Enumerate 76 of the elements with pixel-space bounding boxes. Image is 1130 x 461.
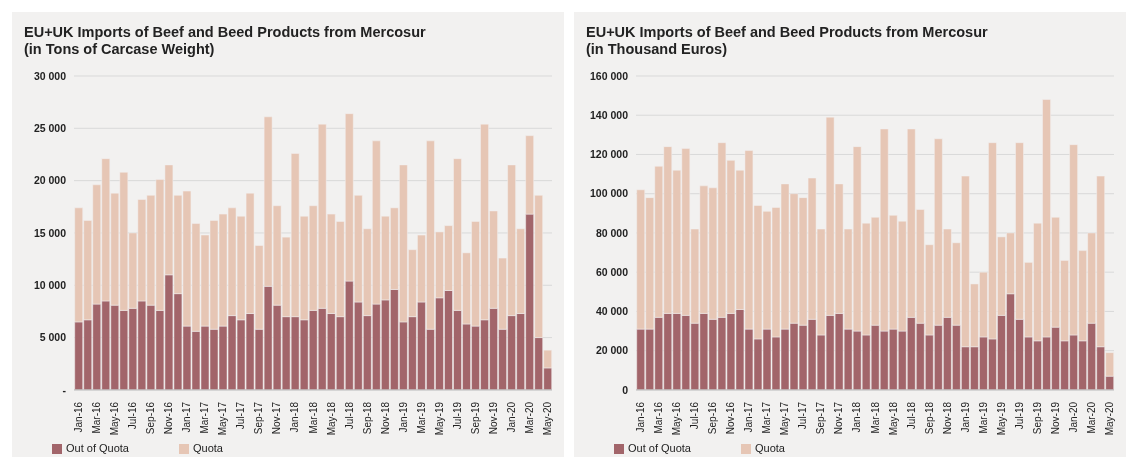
y-tick-label: 30 000 xyxy=(33,69,67,82)
x-tick-label: Nov-17 xyxy=(271,401,283,435)
x-tick-label: Mar-20 xyxy=(523,401,535,434)
x-tick-label: May-17 xyxy=(779,401,791,436)
x-tick-label: Sep-18 xyxy=(923,401,935,435)
x-tick-label: Jul-17 xyxy=(797,401,809,430)
y-tick-label: 100 000 xyxy=(590,187,629,200)
x-tick-label: Mar-20 xyxy=(1085,401,1097,434)
x-tick-label: Jul-18 xyxy=(905,401,917,430)
x-tick-label: Mar-18 xyxy=(307,401,319,434)
x-tick-label: Jan-19 xyxy=(397,401,409,433)
x-tick-label: Jul-18 xyxy=(343,401,355,430)
x-tick-label: Mar-16 xyxy=(653,401,665,434)
x-tick-label: Jan-20 xyxy=(505,401,517,433)
x-tick-label: May-18 xyxy=(325,401,337,436)
x-tick-label: Jan-18 xyxy=(289,401,301,433)
x-tick-label: Nov-17 xyxy=(833,401,845,435)
x-tick-label: Mar-19 xyxy=(977,401,989,434)
x-tick-label: Jul-19 xyxy=(1013,401,1025,430)
y-tick-label: 160 000 xyxy=(590,69,629,82)
x-tick-label: Jul-16 xyxy=(127,401,139,430)
x-tick-label: Sep-17 xyxy=(253,401,265,435)
x-tick-label: Sep-17 xyxy=(815,401,827,435)
x-tick-label: Jan-17 xyxy=(181,401,193,433)
legend-label: Quota xyxy=(754,441,785,454)
x-tick-label: Jan-18 xyxy=(851,401,863,433)
y-tick-label: 120 000 xyxy=(590,148,629,161)
x-tick-label: Mar-19 xyxy=(415,401,427,434)
x-tick-label: May-19 xyxy=(433,401,445,436)
x-tick-label: May-17 xyxy=(217,401,229,436)
y-tick-label: 5 000 xyxy=(39,331,67,344)
x-tick-label: Jan-17 xyxy=(743,401,755,433)
y-tick-label: 15 000 xyxy=(33,226,67,239)
x-tick-label: Nov-19 xyxy=(1049,401,1061,435)
x-tick-label: Jan-16 xyxy=(73,401,85,433)
x-tick-label: May-20 xyxy=(541,401,553,436)
x-tick-label: Nov-18 xyxy=(941,401,953,435)
x-tick-label: Sep-16 xyxy=(145,401,157,435)
x-tick-label: May-16 xyxy=(109,401,121,436)
x-tick-label: Nov-16 xyxy=(163,401,175,435)
x-tick-label: Jul-19 xyxy=(451,401,463,430)
x-tick-label: Jan-16 xyxy=(635,401,647,433)
x-tick-label: Sep-19 xyxy=(469,401,481,435)
x-tick-label: Nov-16 xyxy=(725,401,737,435)
x-tick-label: Jan-20 xyxy=(1067,401,1079,433)
x-tick-label: May-20 xyxy=(1103,401,1115,436)
y-tick-label: 140 000 xyxy=(590,108,629,121)
chart-title: EU+UK Imports of Beef and Beed Products from Mercosur (in Tons of Carcase Weight) xyxy=(24,24,426,58)
chart-title: EU+UK Imports of Beef and Beed Products from Mercosur (in Thousand Euros) xyxy=(586,24,988,58)
x-tick-label: Nov-18 xyxy=(379,401,391,435)
x-tick-label: May-16 xyxy=(671,401,683,436)
y-tick-label: 0 xyxy=(622,383,629,396)
y-tick-label: 20 000 xyxy=(33,174,67,187)
y-tick-label: 10 000 xyxy=(33,279,67,291)
x-tick-label: May-18 xyxy=(887,401,899,436)
x-tick-label: Mar-18 xyxy=(869,401,881,434)
y-tick-label: 60 000 xyxy=(595,265,629,278)
x-tick-label: Jul-17 xyxy=(235,401,247,430)
y-tick-label: 25 000 xyxy=(33,122,67,135)
x-tick-label: Mar-17 xyxy=(199,401,211,434)
y-tick-label: - xyxy=(62,383,67,396)
legend-label: Out of Quota xyxy=(66,441,129,454)
x-tick-label: Jul-16 xyxy=(689,401,701,430)
x-tick-label: Sep-16 xyxy=(707,401,719,435)
y-tick-label: 80 000 xyxy=(595,226,629,239)
x-tick-label: Mar-17 xyxy=(761,401,773,434)
x-tick-label: Sep-18 xyxy=(361,401,373,435)
x-tick-label: Jan-19 xyxy=(959,401,971,433)
x-tick-label: Sep-19 xyxy=(1031,401,1043,435)
legend-label: Out of Quota xyxy=(628,441,691,454)
y-tick-label: 40 000 xyxy=(595,305,629,318)
legend-label: Quota xyxy=(192,441,223,454)
y-tick-label: 20 000 xyxy=(595,344,629,357)
x-tick-label: Mar-16 xyxy=(91,401,103,434)
x-tick-label: May-19 xyxy=(995,401,1007,436)
x-tick-label: Nov-19 xyxy=(487,401,499,435)
